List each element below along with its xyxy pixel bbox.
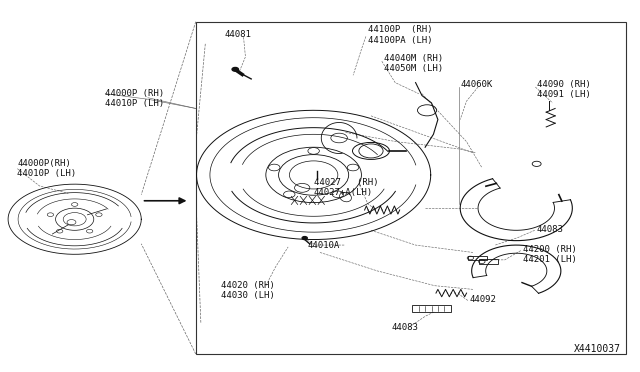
Circle shape	[232, 67, 239, 71]
Bar	[468, 256, 487, 260]
Text: 44050M (LH): 44050M (LH)	[384, 64, 443, 73]
Circle shape	[302, 237, 307, 240]
Text: 44027   (RH): 44027 (RH)	[314, 178, 378, 187]
Text: 44020 (RH): 44020 (RH)	[221, 281, 275, 290]
Text: 44010P (LH): 44010P (LH)	[105, 99, 164, 108]
Text: 44081: 44081	[225, 30, 252, 39]
Text: 44090 (RH): 44090 (RH)	[537, 80, 591, 89]
Text: 44010P (LH): 44010P (LH)	[17, 169, 76, 178]
Text: 44083: 44083	[537, 225, 564, 234]
Text: 44200 (RH): 44200 (RH)	[523, 245, 577, 254]
Text: 44201 (LH): 44201 (LH)	[523, 255, 577, 264]
Text: 44040M (RH): 44040M (RH)	[384, 54, 443, 63]
Text: 44027+A(LH): 44027+A(LH)	[314, 188, 372, 197]
Text: 44100P  (RH): 44100P (RH)	[368, 25, 432, 33]
Text: X4410037: X4410037	[574, 344, 621, 354]
Bar	[479, 260, 499, 264]
Text: 44083: 44083	[392, 323, 419, 331]
Text: 44091 (LH): 44091 (LH)	[537, 90, 591, 99]
Text: 44060K: 44060K	[460, 80, 492, 89]
Text: 44030 (LH): 44030 (LH)	[221, 291, 275, 300]
Bar	[412, 305, 451, 311]
Text: 44000P(RH): 44000P(RH)	[17, 159, 71, 169]
Text: 44100PA (LH): 44100PA (LH)	[368, 36, 432, 45]
Text: 44000P (RH): 44000P (RH)	[105, 89, 164, 98]
Text: 44092: 44092	[470, 295, 497, 304]
Bar	[196, 22, 626, 354]
Text: 44010A: 44010A	[307, 241, 339, 250]
